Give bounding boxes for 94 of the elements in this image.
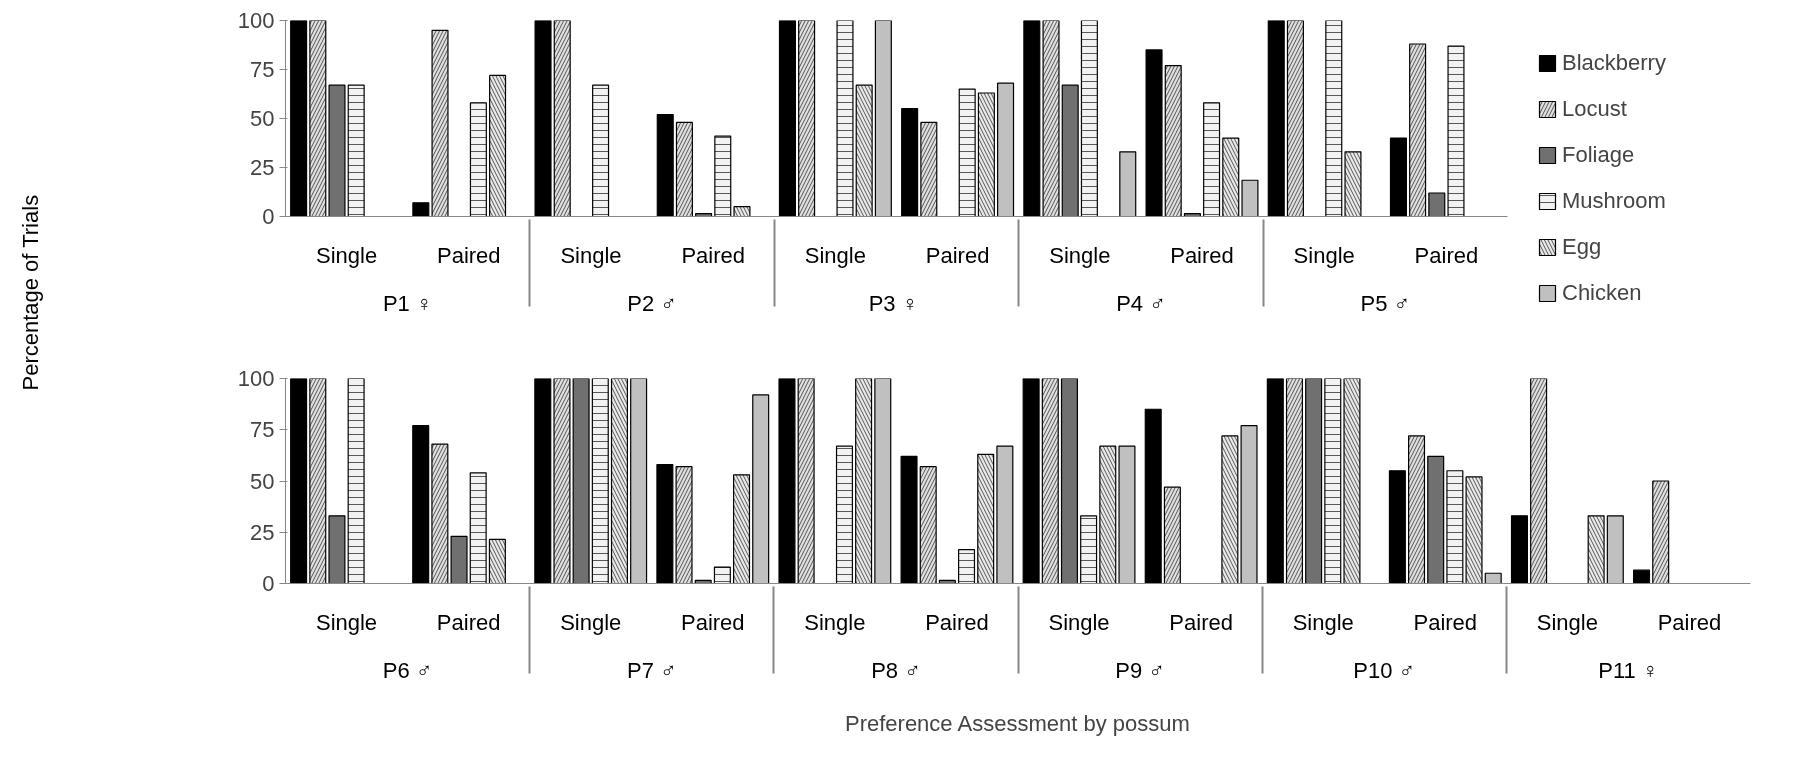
bar — [1118, 445, 1136, 584]
y-tick-label: 0 — [262, 204, 275, 229]
bar — [1145, 49, 1163, 217]
bar — [412, 202, 430, 217]
x-tick-label: Single — [315, 609, 378, 635]
bar — [1023, 20, 1041, 217]
x-tick-label: Paired — [1657, 609, 1722, 635]
bar — [328, 84, 346, 217]
y-tick-label: 50 — [250, 468, 275, 494]
text: P10 ♂ — [1353, 657, 1416, 683]
bar — [1060, 378, 1078, 584]
x-tick-label: Single — [1293, 242, 1355, 268]
bar — [1606, 515, 1624, 584]
bar — [1061, 84, 1079, 217]
bar — [1144, 408, 1162, 584]
bar — [1428, 192, 1446, 217]
bar — [1510, 515, 1528, 584]
x-tick-label: Paired — [1169, 609, 1233, 635]
text: P9 ♂ — [1115, 657, 1165, 683]
legend-label: Locust — [1562, 96, 1627, 122]
bar — [630, 378, 648, 584]
bar — [1389, 137, 1407, 217]
x-tick-label: Single — [1048, 609, 1110, 635]
text: P4 ♂ — [1116, 290, 1166, 316]
x-axis-title: Preference Assessment by possum — [844, 710, 1190, 736]
y-tick-label: 25 — [250, 155, 275, 180]
bar — [778, 20, 796, 217]
x-tick-label: Single — [316, 242, 378, 268]
bar — [450, 535, 468, 584]
x-tick-label: Paired — [680, 609, 745, 635]
bar — [656, 464, 674, 584]
bar — [290, 20, 308, 217]
y-tick-label: 0 — [262, 571, 275, 596]
text: P11 ♀ — [1598, 657, 1659, 683]
legend-label: Egg — [1562, 234, 1602, 260]
bar — [1267, 20, 1285, 217]
x-tick-label: Single — [804, 242, 866, 268]
y-tick-label: 25 — [250, 519, 275, 545]
x-tick-label: Paired — [437, 242, 501, 268]
bar — [752, 394, 770, 584]
bar — [874, 378, 892, 584]
x-tick-label: Single — [1536, 609, 1598, 635]
y-tick-label: 50 — [250, 106, 275, 131]
y-tick-label: 75 — [250, 417, 275, 443]
bar — [1484, 572, 1502, 584]
bar — [1266, 378, 1284, 584]
bar — [1240, 425, 1258, 584]
text: P2 ♂ — [627, 290, 677, 316]
text: P7 ♂ — [626, 657, 677, 683]
legend-label: Blackberry — [1562, 50, 1666, 76]
legend-label: Chicken — [1562, 280, 1642, 306]
bar — [1633, 569, 1651, 584]
x-tick-label: Single — [560, 609, 622, 635]
x-tick-label: Single — [804, 609, 866, 635]
y-tick-label: 75 — [250, 57, 275, 82]
bar — [1119, 151, 1137, 217]
bar — [534, 20, 552, 217]
text: P5 ♂ — [1360, 290, 1411, 316]
x-tick-label: Paired — [925, 242, 990, 268]
text: P3 ♀ — [868, 290, 919, 316]
x-tick-label: Paired — [1414, 242, 1479, 268]
bar — [874, 20, 892, 217]
bar — [412, 425, 430, 584]
bar — [778, 378, 796, 584]
x-tick-label: Single — [1049, 242, 1111, 268]
bar — [1427, 455, 1445, 584]
x-tick-label: Paired — [681, 242, 745, 268]
bar — [996, 445, 1014, 584]
bar — [1305, 378, 1323, 584]
bar — [328, 515, 346, 584]
x-tick-label: Single — [560, 242, 622, 268]
bar — [290, 378, 308, 584]
text: P8 ♂ — [871, 657, 921, 683]
bar — [997, 82, 1015, 217]
y-tick-label: 100 — [237, 366, 275, 391]
bar — [1241, 179, 1259, 217]
bar — [1022, 378, 1040, 584]
legend-label: Foliage — [1562, 142, 1635, 168]
x-tick-label: Paired — [436, 609, 501, 635]
x-tick-label: Single — [1292, 609, 1354, 635]
x-tick-label: Paired — [1170, 242, 1234, 268]
bar — [901, 108, 919, 217]
text: P1 ♀ — [382, 290, 433, 316]
legend-label: Mushroom — [1562, 188, 1666, 214]
x-tick-label: Paired — [925, 609, 989, 635]
text: P6 ♂ — [382, 657, 433, 683]
y-tick-label: 100 — [237, 8, 275, 33]
bar — [534, 378, 552, 584]
bar — [656, 113, 674, 217]
y-axis-title: Percentage of Trials — [18, 194, 43, 391]
bar — [572, 378, 590, 584]
bar — [900, 455, 918, 584]
x-tick-label: Paired — [1413, 609, 1478, 635]
bar — [1388, 470, 1406, 584]
